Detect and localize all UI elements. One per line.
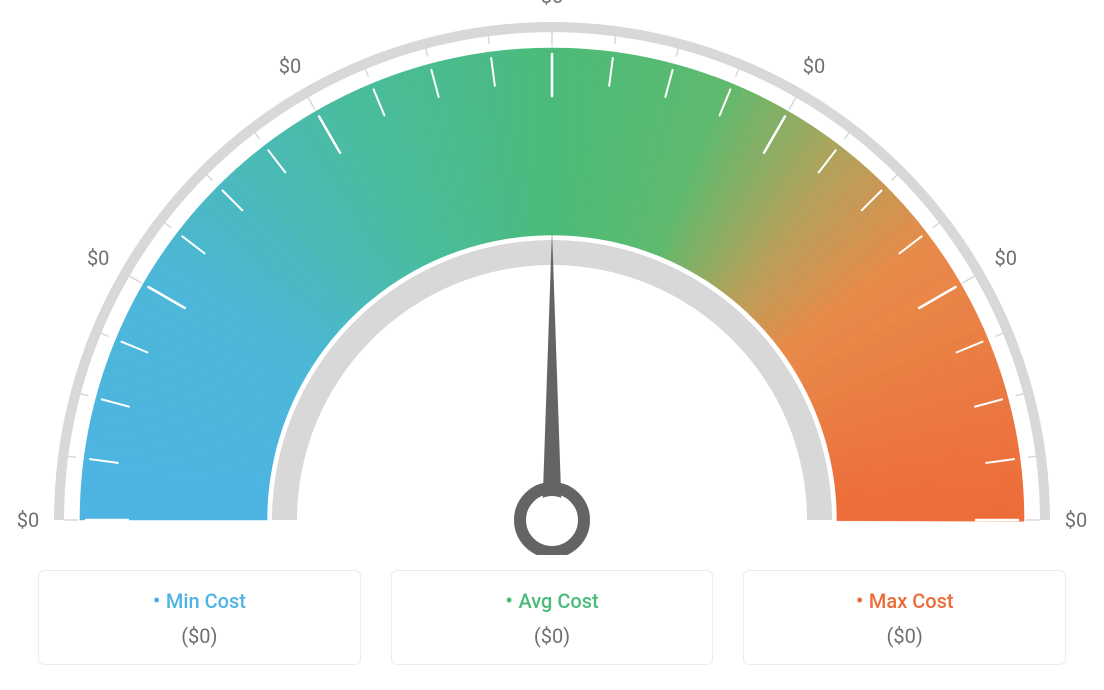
gauge-tick-label: $0 <box>87 246 109 270</box>
legend-value-min: ($0) <box>49 624 350 648</box>
legend-card-avg: Avg Cost ($0) <box>391 570 714 665</box>
gauge-svg <box>0 0 1104 555</box>
legend-label-min: Min Cost <box>49 589 350 614</box>
gauge-tick-label: $0 <box>1065 508 1087 532</box>
legend-card-min: Min Cost ($0) <box>38 570 361 665</box>
gauge-tick-label: $0 <box>279 54 301 78</box>
gauge-cost-chart: $0 $0 $0 $0 $0 $0 $0 Min Cost ($0) Avg Cost ($… <box>0 0 1104 690</box>
gauge-tick-label: $0 <box>995 246 1017 270</box>
gauge-tick-label: $0 <box>803 54 825 78</box>
gauge-tick-label: $0 <box>541 0 563 8</box>
legend-row: Min Cost ($0) Avg Cost ($0) Max Cost ($0… <box>38 570 1066 665</box>
legend-card-max: Max Cost ($0) <box>743 570 1066 665</box>
gauge-tick-label: $0 <box>17 508 39 532</box>
legend-label-avg: Avg Cost <box>402 589 703 614</box>
legend-value-max: ($0) <box>754 624 1055 648</box>
legend-label-max: Max Cost <box>754 589 1055 614</box>
legend-value-avg: ($0) <box>402 624 703 648</box>
